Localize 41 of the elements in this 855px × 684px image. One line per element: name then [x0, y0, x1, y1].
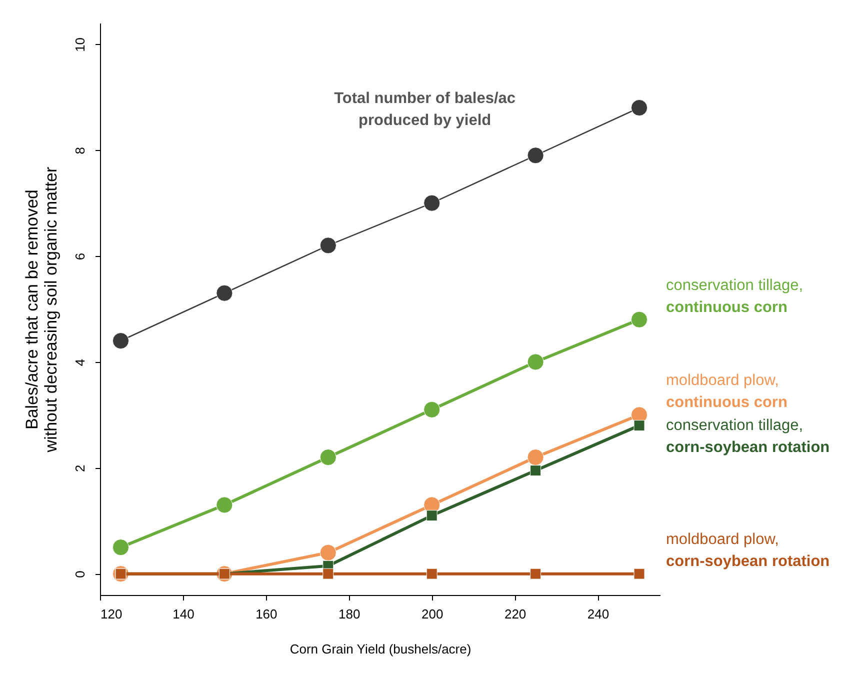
point	[426, 568, 438, 580]
series-label: moldboard plow, continuous corn	[666, 372, 788, 412]
x-tick-label: 160	[256, 606, 278, 622]
x-tick-label: 120	[100, 606, 122, 622]
point	[530, 465, 542, 476]
series-label: moldboard plow, corn-soybean rotation	[666, 530, 830, 570]
point	[530, 568, 542, 580]
point	[527, 449, 544, 466]
point	[322, 568, 334, 580]
y-tick-label: 4	[72, 358, 88, 366]
x-tick-label: 140	[172, 606, 194, 622]
point	[112, 539, 130, 556]
point	[527, 354, 544, 370]
point	[112, 332, 130, 350]
point	[634, 568, 645, 580]
point	[216, 496, 233, 514]
x-tick-label: 200	[422, 606, 444, 622]
x-tick-label: 180	[338, 606, 360, 622]
point	[216, 284, 233, 302]
point	[527, 147, 544, 164]
series-label: conservation tillage, continuous corn	[666, 276, 803, 316]
point	[320, 449, 336, 466]
y-tick-label: 2	[72, 464, 88, 472]
y-tick-label: 8	[72, 146, 88, 154]
x-tick-label: 240	[587, 606, 610, 622]
point	[426, 510, 438, 522]
point	[630, 99, 648, 116]
point	[424, 401, 440, 418]
point	[634, 420, 645, 432]
series-label: conservation tillage, corn-soybean rotation	[666, 417, 830, 456]
y-tick-label: 10	[72, 37, 88, 52]
y-tick-label: 0	[72, 570, 88, 578]
y-axis-title: Bales/acre that can be removed without decreasing soil organic matter	[22, 166, 60, 454]
point	[320, 237, 336, 254]
x-tick-label: 220	[504, 606, 526, 622]
point	[320, 544, 336, 561]
x-axis-title: Corn Grain Yield (bushels/acre)	[290, 642, 472, 656]
y-tick-label: 6	[72, 252, 88, 260]
point	[424, 194, 440, 212]
series-label: Total number of bales/ac produced by yield	[334, 90, 516, 129]
point	[630, 311, 648, 328]
